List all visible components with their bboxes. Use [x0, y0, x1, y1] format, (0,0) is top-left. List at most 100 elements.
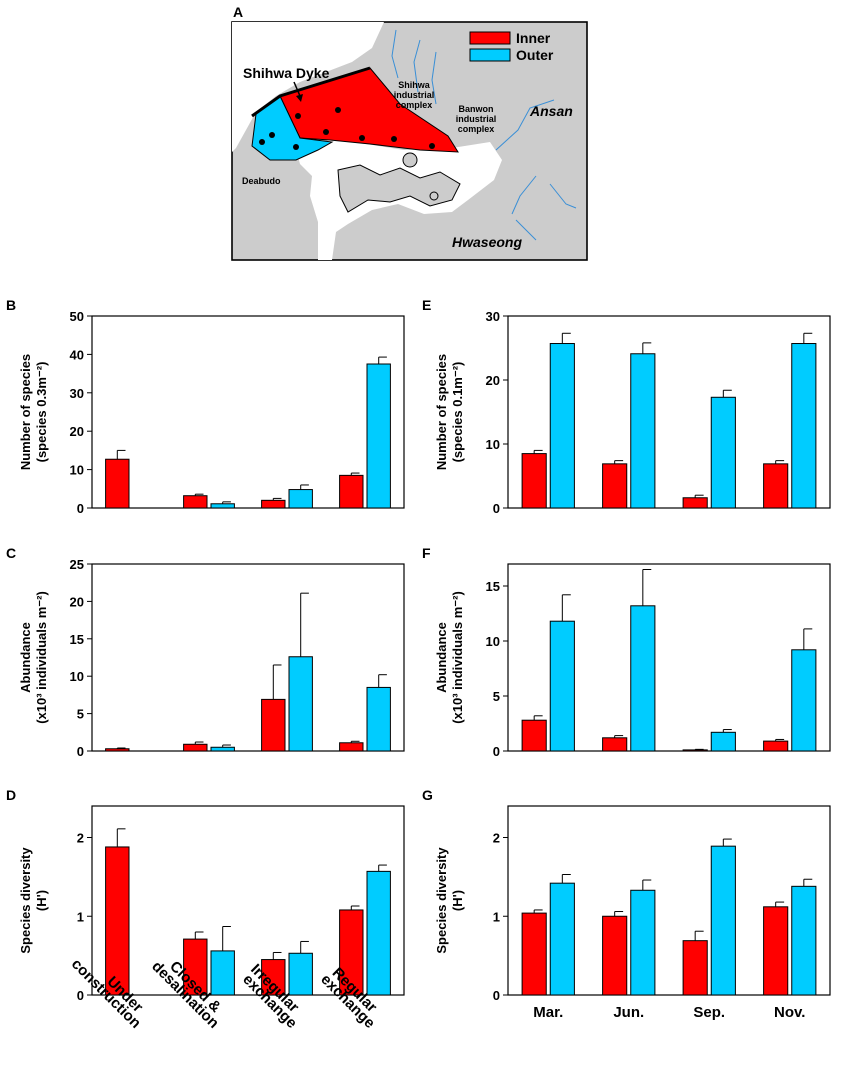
bar-inner [339, 742, 364, 752]
bar-inner [682, 940, 708, 996]
bar-outer [210, 746, 235, 752]
label-banwon-complex-2: industrial [456, 114, 497, 124]
bar-outer [366, 363, 391, 509]
y-tick-label: 0 [493, 744, 500, 759]
station-dot [335, 107, 341, 113]
label-shihwa-complex-2: industrial [394, 90, 435, 100]
bar-outer [791, 343, 817, 509]
bar-inner [682, 749, 708, 752]
label-banwon-complex-1: Banwon [459, 104, 494, 114]
y-tick-label: 15 [486, 579, 500, 594]
label-shihwa-complex-1: Shihwa [398, 80, 430, 90]
plot-frame [91, 805, 405, 996]
y-tick-label: 0 [77, 501, 84, 516]
dyke-arrowhead [296, 94, 303, 102]
bar-inner [763, 740, 789, 752]
label-hwaseong: Hwaseong [452, 234, 522, 250]
chart-panel-g: G 0 1 2 Species diversity (H') Mar. Jun. Sep. Nov… [422, 787, 831, 1021]
bar-inner [521, 912, 547, 996]
y-tick-label: 15 [70, 632, 84, 647]
y-tick-label: 50 [70, 309, 84, 324]
y-axis-label: Abundance [18, 622, 33, 693]
panel-letter: G [422, 787, 433, 803]
station-dot [391, 136, 397, 142]
y-axis-label-units: (x10³ individuals m⁻²) [450, 591, 465, 724]
chart-panel-f: F 0 5 10 15 Abundance (x10³ individuals m⁻²) [422, 545, 831, 759]
legend-swatch-outer [469, 48, 511, 62]
bar-inner [105, 748, 130, 752]
panel-letter: C [6, 545, 16, 561]
map-tidal-flat [337, 164, 461, 213]
legend-swatch-inner [469, 31, 511, 45]
outer-region [251, 95, 334, 161]
bar-inner [105, 846, 130, 996]
bar-inner [105, 458, 130, 509]
map-river [391, 29, 437, 105]
station-dot [259, 139, 265, 145]
dyke-arrow [293, 81, 301, 97]
label-banwon-complex-3: complex [458, 124, 495, 134]
label-shihwa-complex-3: complex [396, 100, 433, 110]
bar-inner [183, 743, 208, 752]
y-tick-label: 25 [70, 557, 84, 572]
label-shihwa-dyke: Shihwa Dyke [243, 65, 330, 81]
plot-frame [507, 315, 831, 509]
bar-inner [521, 719, 547, 752]
bar-inner [763, 463, 789, 509]
y-tick-label: 0 [77, 744, 84, 759]
bar-outer [549, 620, 575, 752]
y-tick-label: 30 [486, 309, 500, 324]
y-tick-label: 2 [77, 831, 84, 846]
x-tick-label: Nov. [774, 1004, 805, 1021]
y-axis-label: Number of species [434, 354, 449, 470]
map-panel: A Inner Out [231, 4, 588, 261]
label-deabudo: Deabudo [242, 176, 281, 186]
bar-inner [261, 499, 286, 509]
plot-frame [91, 563, 405, 752]
bar-inner [602, 463, 628, 509]
y-tick-label: 20 [486, 373, 500, 388]
sampling-stations [259, 107, 435, 150]
station-dot [359, 135, 365, 141]
y-axis-label: Number of species [18, 354, 33, 470]
plot-frame [507, 805, 831, 996]
bar-outer [210, 950, 235, 996]
y-axis-label-units: (species 0.1m⁻²) [450, 362, 465, 463]
y-tick-label: 10 [70, 669, 84, 684]
y-axis-label-units: (species 0.3m⁻²) [34, 362, 49, 463]
station-dot [323, 129, 329, 135]
bar-outer [630, 605, 656, 752]
shihwa-dyke-line [251, 66, 371, 118]
plot-frame [91, 315, 405, 509]
panel-letter: F [422, 545, 431, 561]
chart-panel-c: C 0 5 10 15 20 25 Abundance (x10³ individuals m⁻… [6, 545, 405, 759]
bar-inner [261, 698, 286, 752]
bar-outer [791, 885, 817, 996]
y-axis-label-units: (H') [34, 890, 49, 911]
y-tick-label: 2 [493, 831, 500, 846]
plot-frame [507, 563, 831, 752]
station-dot [293, 144, 299, 150]
y-tick-label: 10 [486, 437, 500, 452]
panel-letter: B [6, 297, 16, 313]
x-tick-label: Sep. [693, 1004, 725, 1021]
map-legend: Inner Outer [469, 30, 554, 63]
y-tick-label: 40 [70, 347, 84, 362]
bar-inner [682, 497, 708, 509]
y-tick-label: 0 [493, 988, 500, 1003]
y-tick-label: 1 [493, 909, 500, 924]
legend-label-inner: Inner [516, 30, 551, 46]
bar-outer [549, 882, 575, 996]
y-tick-label: 30 [70, 386, 84, 401]
bar-outer [366, 870, 391, 996]
station-dot [429, 143, 435, 149]
chart-panel-e: E 0 10 20 30 Number of species (species 0.1m⁻²… [422, 297, 831, 516]
bar-outer [710, 731, 736, 752]
bar-outer [710, 396, 736, 509]
y-tick-label: 0 [493, 501, 500, 516]
bar-outer [710, 845, 736, 996]
bar-inner [521, 453, 547, 509]
chart-panel-b: B 0 10 20 30 40 50 Number of species (species 0.… [6, 297, 405, 516]
bar-inner [763, 906, 789, 996]
